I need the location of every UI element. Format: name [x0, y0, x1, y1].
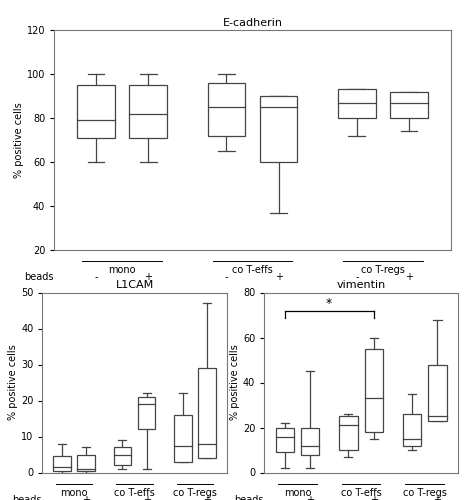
Text: +: + [203, 495, 211, 500]
Text: mono: mono [284, 488, 311, 498]
Bar [138, 397, 155, 430]
Bar [77, 85, 115, 138]
Bar [260, 96, 297, 162]
Text: -: - [60, 495, 64, 500]
Text: +: + [275, 272, 283, 282]
Title: vimentin: vimentin [337, 280, 386, 290]
Bar [301, 428, 320, 454]
Text: +: + [405, 272, 413, 282]
Text: +: + [143, 495, 151, 500]
Text: -: - [121, 495, 124, 500]
Title: L1CAM: L1CAM [115, 280, 154, 290]
Text: *: * [326, 296, 332, 310]
Bar [276, 428, 294, 452]
Text: +: + [370, 495, 378, 500]
Bar [428, 364, 447, 421]
Bar [390, 92, 428, 118]
Bar [174, 415, 192, 462]
Text: -: - [346, 495, 350, 500]
Bar [403, 414, 421, 446]
Bar [114, 448, 131, 466]
Text: -: - [355, 272, 359, 282]
Text: mono: mono [109, 265, 136, 275]
Text: -: - [283, 495, 287, 500]
Bar [339, 416, 357, 450]
Y-axis label: % positive cells: % positive cells [8, 344, 18, 420]
Text: co T-regs: co T-regs [403, 488, 447, 498]
Text: -: - [181, 495, 185, 500]
Text: co T-regs: co T-regs [173, 488, 217, 498]
Bar [53, 456, 71, 470]
Text: +: + [144, 272, 152, 282]
Text: +: + [306, 495, 314, 500]
Text: co T-effs: co T-effs [341, 488, 381, 498]
Text: -: - [94, 272, 98, 282]
Text: mono: mono [60, 488, 88, 498]
Text: co T-regs: co T-regs [361, 265, 405, 275]
Text: beads: beads [12, 495, 42, 500]
Text: +: + [82, 495, 90, 500]
Y-axis label: % positive cells: % positive cells [230, 344, 240, 420]
Bar [198, 368, 216, 458]
Bar [129, 85, 167, 138]
Text: +: + [433, 495, 441, 500]
Bar [365, 349, 383, 432]
Text: -: - [410, 495, 414, 500]
Bar [338, 90, 376, 118]
Text: beads: beads [25, 272, 54, 282]
Text: co T-effs: co T-effs [232, 265, 273, 275]
Text: beads: beads [235, 495, 264, 500]
Title: E-cadherin: E-cadherin [222, 18, 283, 28]
Y-axis label: % positive cells: % positive cells [14, 102, 24, 178]
Text: co T-effs: co T-effs [114, 488, 155, 498]
Text: -: - [225, 272, 228, 282]
Bar [208, 83, 245, 136]
Bar [77, 454, 95, 470]
